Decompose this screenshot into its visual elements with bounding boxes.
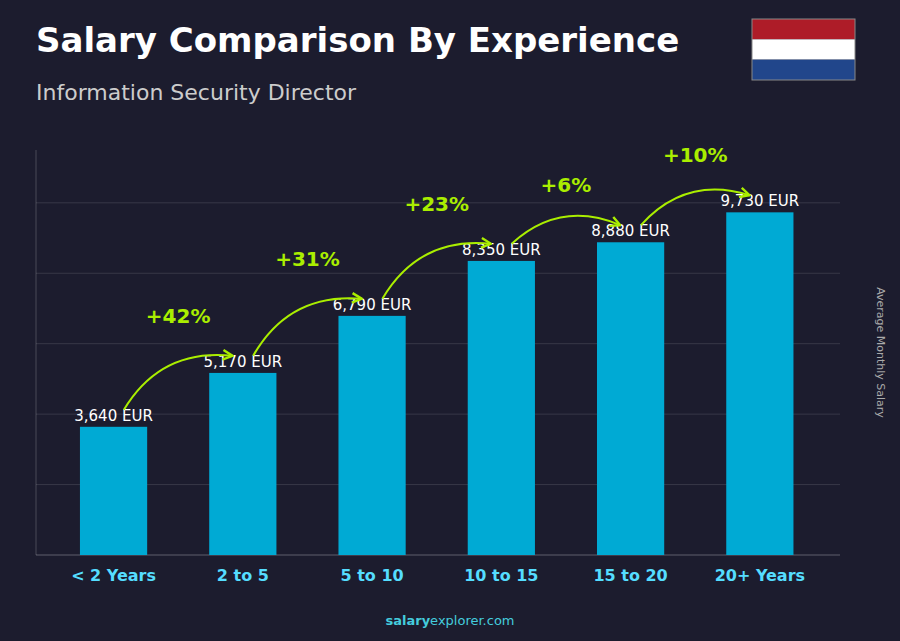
x-tick-label: 10 to 15 xyxy=(464,566,538,585)
x-tick-label: 20+ Years xyxy=(715,566,805,585)
data-labels: 3,640 EUR5,170 EUR6,790 EUR8,350 EUR8,88… xyxy=(74,192,799,424)
grid-line xyxy=(36,555,840,556)
flag-stripe xyxy=(752,60,855,80)
flag xyxy=(752,19,855,80)
change-arrow xyxy=(253,298,362,356)
x-tick-label: 15 to 20 xyxy=(593,566,667,585)
bar xyxy=(597,242,664,555)
annotation-text: +23% xyxy=(404,192,469,216)
bars xyxy=(80,212,794,555)
data-label: 9,730 EUR xyxy=(721,192,800,210)
annotation-text: +31% xyxy=(275,247,340,271)
grid xyxy=(36,203,840,555)
source: salaryexplorer.com xyxy=(385,613,514,628)
chart-container: Salary Comparison By Experience Informati… xyxy=(0,0,900,641)
y-axis-label: Average Monthly Salary xyxy=(874,287,887,418)
bar xyxy=(468,261,535,555)
x-tick-label: < 2 Years xyxy=(71,566,156,585)
background xyxy=(0,0,900,641)
title: Salary Comparison By Experience xyxy=(36,20,679,60)
flag-stripe xyxy=(752,19,855,39)
source-rest: explorer.com xyxy=(430,613,514,628)
chart-svg: Salary Comparison By Experience Informati… xyxy=(0,0,900,641)
bar xyxy=(209,373,276,555)
change-arrow xyxy=(124,355,233,410)
grid-line xyxy=(36,273,840,274)
flag-stripe xyxy=(752,39,855,59)
annotations: +42% +31% +23% +6% +10% xyxy=(124,143,750,409)
data-label: 3,640 EUR xyxy=(74,407,153,425)
change-arrow xyxy=(512,216,621,244)
annotation-text: +6% xyxy=(541,173,592,197)
grid-line xyxy=(36,414,840,415)
change-arrow xyxy=(382,243,491,299)
annotation-text: +42% xyxy=(146,304,211,328)
subtitle: Information Security Director xyxy=(36,80,357,105)
x-ticks: < 2 Years 2 to 5 5 to 10 10 to 15 15 to 20 20… xyxy=(71,566,805,585)
bar xyxy=(726,212,793,555)
x-tick-label: 2 to 5 xyxy=(217,566,269,585)
bar xyxy=(80,427,147,555)
x-tick-label: 5 to 10 xyxy=(340,566,403,585)
annotation-text: +10% xyxy=(663,143,728,167)
change-arrow xyxy=(641,190,750,226)
source-bold: salary xyxy=(385,613,430,628)
grid-line xyxy=(36,484,840,485)
flag-border xyxy=(752,19,855,80)
grid-line xyxy=(36,343,840,344)
y-axis-line xyxy=(36,150,37,555)
bar xyxy=(338,316,405,555)
data-label: 8,880 EUR xyxy=(591,222,670,240)
